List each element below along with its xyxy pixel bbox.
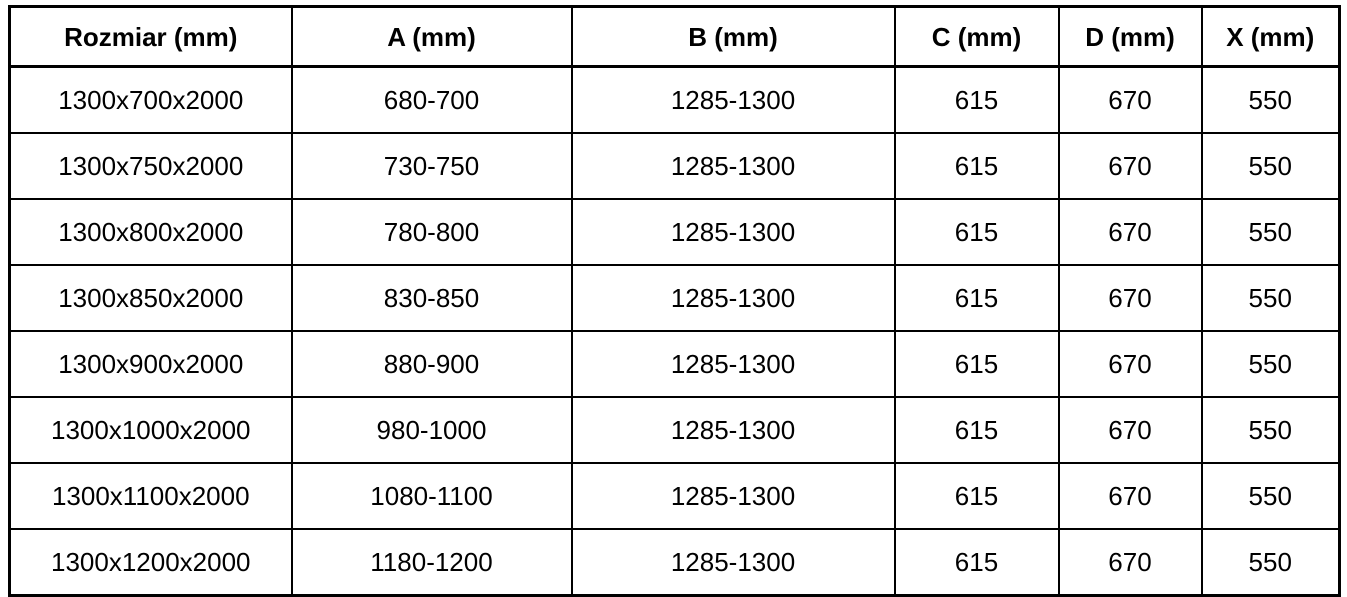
cell-c: 615 [893, 264, 1060, 332]
cell-b: 1285-1300 [570, 528, 896, 597]
cell-x: 550 [1200, 264, 1341, 332]
cell-a: 780-800 [290, 198, 573, 266]
dimension-table-container: Rozmiar (mm) A (mm) B (mm) C (mm) D (mm)… [8, 5, 1341, 597]
cell-x: 550 [1200, 462, 1341, 530]
header-cell-x: X (mm) [1200, 5, 1341, 68]
cell-d: 670 [1057, 528, 1203, 597]
cell-d: 670 [1057, 396, 1203, 464]
cell-b: 1285-1300 [570, 330, 896, 398]
header-cell-rozmiar: Rozmiar (mm) [8, 5, 293, 68]
header-cell-a: A (mm) [290, 5, 573, 68]
cell-x: 550 [1200, 396, 1341, 464]
cell-a: 730-750 [290, 132, 573, 200]
header-cell-b: B (mm) [570, 5, 896, 68]
cell-x: 550 [1200, 330, 1341, 398]
cell-x: 550 [1200, 528, 1341, 597]
cell-d: 670 [1057, 462, 1203, 530]
table-row: 1300x1000x2000 980-1000 1285-1300 615 67… [8, 396, 1341, 464]
header-cell-c: C (mm) [893, 5, 1060, 68]
cell-rozmiar: 1300x1100x2000 [8, 462, 293, 530]
header-cell-d: D (mm) [1057, 5, 1203, 68]
cell-d: 670 [1057, 198, 1203, 266]
table-row: 1300x1100x2000 1080-1100 1285-1300 615 6… [8, 462, 1341, 530]
cell-c: 615 [893, 132, 1060, 200]
cell-rozmiar: 1300x1000x2000 [8, 396, 293, 464]
table-row: 1300x850x2000 830-850 1285-1300 615 670 … [8, 264, 1341, 332]
cell-a: 680-700 [290, 65, 573, 134]
table-row: 1300x700x2000 680-700 1285-1300 615 670 … [8, 65, 1341, 134]
cell-rozmiar: 1300x900x2000 [8, 330, 293, 398]
table-row: 1300x900x2000 880-900 1285-1300 615 670 … [8, 330, 1341, 398]
cell-a: 880-900 [290, 330, 573, 398]
cell-x: 550 [1200, 198, 1341, 266]
cell-c: 615 [893, 528, 1060, 597]
cell-rozmiar: 1300x1200x2000 [8, 528, 293, 597]
cell-c: 615 [893, 462, 1060, 530]
cell-a: 830-850 [290, 264, 573, 332]
table-row: 1300x750x2000 730-750 1285-1300 615 670 … [8, 132, 1341, 200]
cell-rozmiar: 1300x800x2000 [8, 198, 293, 266]
cell-d: 670 [1057, 65, 1203, 134]
cell-b: 1285-1300 [570, 396, 896, 464]
cell-c: 615 [893, 330, 1060, 398]
cell-b: 1285-1300 [570, 264, 896, 332]
cell-a: 1180-1200 [290, 528, 573, 597]
header-row: Rozmiar (mm) A (mm) B (mm) C (mm) D (mm)… [8, 5, 1341, 68]
cell-b: 1285-1300 [570, 198, 896, 266]
cell-d: 670 [1057, 264, 1203, 332]
cell-x: 550 [1200, 65, 1341, 134]
dimension-table: Rozmiar (mm) A (mm) B (mm) C (mm) D (mm)… [8, 5, 1341, 597]
cell-rozmiar: 1300x700x2000 [8, 65, 293, 134]
cell-b: 1285-1300 [570, 132, 896, 200]
cell-b: 1285-1300 [570, 462, 896, 530]
cell-rozmiar: 1300x850x2000 [8, 264, 293, 332]
cell-a: 980-1000 [290, 396, 573, 464]
cell-x: 550 [1200, 132, 1341, 200]
table-row: 1300x800x2000 780-800 1285-1300 615 670 … [8, 198, 1341, 266]
cell-c: 615 [893, 198, 1060, 266]
table-row: 1300x1200x2000 1180-1200 1285-1300 615 6… [8, 528, 1341, 597]
cell-d: 670 [1057, 132, 1203, 200]
cell-c: 615 [893, 65, 1060, 134]
cell-d: 670 [1057, 330, 1203, 398]
cell-b: 1285-1300 [570, 65, 896, 134]
cell-rozmiar: 1300x750x2000 [8, 132, 293, 200]
cell-a: 1080-1100 [290, 462, 573, 530]
cell-c: 615 [893, 396, 1060, 464]
